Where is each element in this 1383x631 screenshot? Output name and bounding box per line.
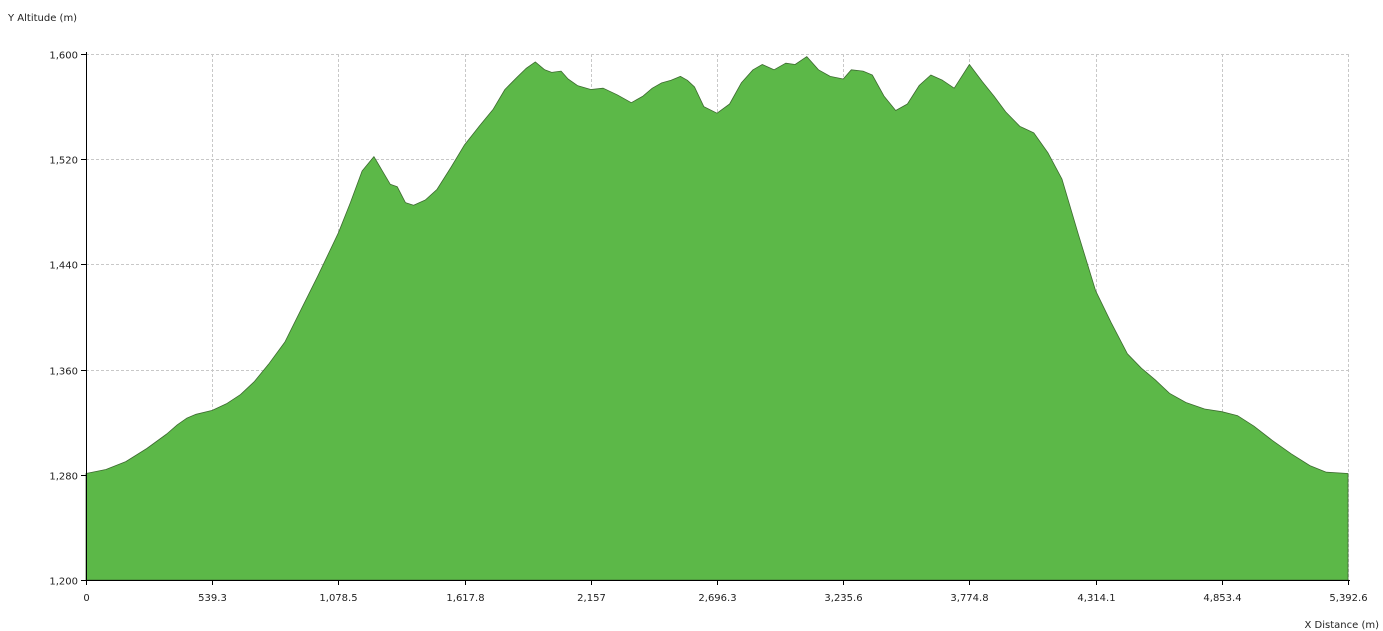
x-axis-title: X Distance (m) [1305,620,1380,631]
x-tick-label: 5,392.6 [1329,593,1367,604]
y-tick-label: 1,280 [49,472,78,483]
altitude-area [85,56,1349,581]
x-ticks: 0 539.3 1,078.5 1,617.8 2,157 2,696.3 3,235.6 3… [83,580,1368,604]
x-tick-label: 4,314.1 [1077,593,1115,604]
x-tick-label: 2,157 [577,593,606,604]
y-tick-label: 1,200 [49,577,78,588]
x-tick-label: 2,696.3 [698,593,736,604]
x-tick-label: 1,078.5 [319,593,357,604]
x-tick-label: 1,617.8 [446,593,484,604]
x-tick-label: 0 [83,593,89,604]
x-tick-label: 3,235.6 [824,593,862,604]
y-tick-label: 1,600 [49,51,78,62]
x-tick-label: 3,774.8 [950,593,988,604]
y-ticks: 1,200 1,280 1,360 1,440 1,520 1,600 [49,51,86,588]
y-axis-title: Y Altitude (m) [7,13,77,24]
x-tick-label: 539.3 [198,593,227,604]
y-tick-label: 1,440 [49,261,78,272]
x-tick-label: 4,853.4 [1203,593,1241,604]
y-tick-label: 1,520 [49,156,78,167]
y-tick-label: 1,360 [49,367,78,378]
